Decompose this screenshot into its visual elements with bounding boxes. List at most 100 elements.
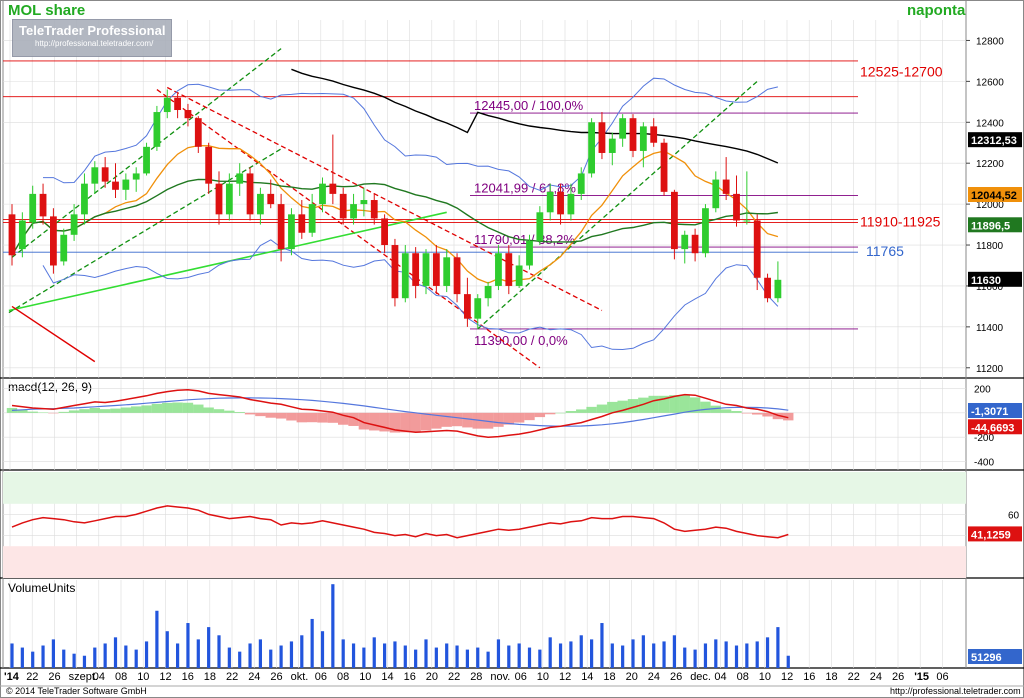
macd-histogram-bar [6, 407, 18, 413]
x-tick-label: 04 [714, 671, 726, 683]
candle-body [122, 179, 130, 190]
last-value-label: 51296 [971, 652, 1002, 664]
macd-histogram-bar [162, 402, 173, 413]
macd-histogram-bar [700, 401, 711, 413]
macd-histogram-bar [451, 412, 463, 427]
y-tick-label: 12200 [976, 159, 1004, 170]
last-value-label-box [968, 402, 1022, 418]
candle-body [132, 173, 140, 180]
volume-bar [331, 584, 335, 668]
macd-histogram-bar [576, 409, 587, 413]
macd-histogram-bar [48, 412, 59, 414]
last-value-label: -1,3071 [971, 406, 1008, 418]
candle-body [702, 208, 709, 254]
candle-body [236, 173, 244, 184]
footer-url: http://professional.teletrader.com [890, 686, 1021, 696]
last-value-label: -44,6693 [971, 422, 1014, 434]
candle-body [495, 253, 502, 286]
candle-body [650, 126, 658, 143]
x-tick-label: 06 [315, 671, 327, 683]
volume-bar [248, 643, 252, 668]
volume-bar [424, 639, 428, 668]
volume-bar [641, 635, 645, 668]
macd-histogram-bar [565, 411, 577, 413]
footer-copyright: © 2014 TeleTrader Software GmbH [6, 686, 147, 696]
chart-title: MOL share [8, 2, 85, 19]
x-tick-label: 18 [204, 671, 216, 683]
candle-body [288, 214, 295, 250]
volume-bar [734, 645, 739, 668]
macd-histogram-bar [379, 412, 390, 432]
macd-histogram-bar [441, 412, 452, 427]
candle-body [743, 220, 751, 222]
candle-body [91, 167, 99, 184]
candle-body [733, 193, 740, 221]
candle-body [194, 118, 202, 147]
candle-body [515, 265, 523, 286]
x-tick-label: 16 [803, 671, 815, 683]
macd-histogram-bar [472, 412, 483, 429]
brand-url: http://professional.teletrader.com/ [35, 39, 154, 48]
rsi-line [11, 505, 789, 539]
volume-bar [341, 639, 345, 668]
macd-histogram-bar [110, 408, 121, 413]
x-tick-label: 14 [381, 671, 393, 683]
macd-histogram-bar [99, 409, 111, 413]
volume-bar [62, 649, 66, 668]
candle-body [381, 218, 388, 246]
macd-histogram-bar [296, 412, 307, 423]
last-value-label: 11630 [971, 275, 1001, 287]
volume-bar [144, 641, 149, 668]
macd-histogram-bar [627, 399, 639, 413]
x-tick-label: 26 [670, 671, 682, 683]
macd-histogram-bar [172, 402, 183, 413]
x-tick-label: 26 [892, 671, 904, 683]
volume-bar [610, 643, 614, 668]
macd-histogram-bar [513, 412, 525, 423]
macd-histogram-bar [224, 410, 235, 413]
x-tick-label: '15 [914, 671, 929, 683]
last-value-label-box [968, 187, 1022, 203]
fibonacci-label: 12041,99 / 61,8% [474, 181, 576, 196]
volume-bar [517, 643, 521, 668]
volume-bar [558, 643, 563, 668]
candle-body [277, 204, 285, 250]
volume-bar [403, 645, 407, 668]
x-tick-label: 22 [26, 671, 38, 683]
macd-histogram-bar [27, 411, 38, 413]
candle-body [412, 253, 420, 286]
volume-bar [631, 639, 635, 668]
volume-bar [227, 647, 231, 668]
last-value-label: 12044,52 [971, 190, 1017, 202]
candle-body [267, 193, 275, 205]
macd-histogram-bar [389, 412, 401, 433]
macd-histogram-bar [120, 407, 132, 413]
candle-body [536, 212, 544, 241]
candle-body [557, 191, 564, 215]
candle-body [18, 220, 26, 250]
uptrend-channel-line [8, 148, 282, 314]
downtrend-channel-line [166, 86, 603, 312]
macd-histogram-bar [182, 402, 194, 413]
candle-body [81, 183, 88, 215]
volume-bar [579, 635, 583, 668]
fibonacci-label: 11390,00 / 0,0% [474, 333, 568, 348]
macd-histogram-bar [710, 405, 721, 413]
x-tick-label: szept. [69, 671, 98, 683]
volume-bar [486, 651, 490, 668]
y-tick-label: 60 [1008, 510, 1020, 521]
indicator-title: macd(12, 26, 9) [8, 380, 92, 394]
moving-average-mid [11, 178, 778, 256]
x-tick-label: 16 [404, 671, 416, 683]
y-tick-label: 11200 [976, 364, 1004, 375]
macd-histogram-bar [720, 409, 732, 413]
volume-bar [165, 631, 169, 668]
macd-line [11, 388, 789, 438]
volume-bar [20, 647, 24, 668]
volume-bar [434, 647, 438, 668]
volume-bar [186, 623, 190, 668]
volume-bar [217, 635, 221, 668]
y-tick-label: 12800 [976, 36, 1004, 47]
macd-histogram-bar [255, 412, 266, 417]
